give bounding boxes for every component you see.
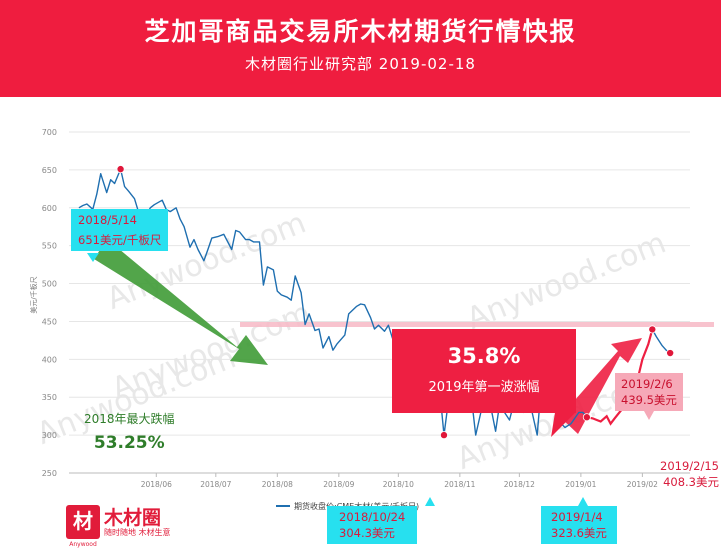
y-tick-label: 350 <box>42 393 57 402</box>
jan-value: 323.6美元 <box>551 526 607 540</box>
feb6-value: 439.5美元 <box>621 393 677 407</box>
jan-annotation: 2019/1/4 323.6美元 <box>541 506 617 544</box>
oct-value: 304.3美元 <box>339 526 395 540</box>
drop-label: 2018年最大跌幅 <box>84 412 175 426</box>
peak-value: 651美元/千板尺 <box>78 233 162 247</box>
x-tick-label: 2019/01 <box>565 480 596 489</box>
y-tick-label: 650 <box>42 166 57 175</box>
feb15-annotation: 2019/2/15 408.3美元 <box>657 458 719 490</box>
report-title: 芝加哥商品交易所木材期货行情快报 <box>144 17 577 46</box>
logo-name: 木材圈 <box>104 507 162 529</box>
jan-date: 2019/1/4 <box>551 510 603 524</box>
jan-pointer <box>578 497 588 506</box>
oct-pointer <box>425 497 435 506</box>
feb15-date: 2019/2/15 <box>660 459 719 473</box>
y-tick-label: 500 <box>42 280 57 289</box>
y-tick-label: 400 <box>42 355 57 364</box>
feb15-value: 408.3美元 <box>663 475 719 489</box>
drop-annotation: 2018年最大跌幅 53.25% <box>84 410 175 453</box>
report-header: 芝加哥商品交易所木材期货行情快报 木材圈行业研究部 2019-02-18 <box>0 0 721 97</box>
y-tick-label: 300 <box>42 431 57 440</box>
chart-area: Anywood.com Anywood.com Anywood.com Anywood… <box>0 97 721 548</box>
y-tick-label: 600 <box>42 204 57 213</box>
x-tick-label: 2018/08 <box>262 480 293 489</box>
x-tick-label: 2018/10 <box>383 480 414 489</box>
oct-annotation: 2018/10/24 304.3美元 <box>327 506 418 544</box>
y-tick-label: 250 <box>42 469 57 478</box>
x-tick-label: 2019/02 <box>627 480 658 489</box>
logo-slogan: 随时随地 木材生意 <box>104 528 171 537</box>
highlight-point <box>439 431 448 440</box>
feb6-date: 2019/2/6 <box>621 377 673 391</box>
feb6-annotation: 2019/2/6 439.5美元 <box>615 373 683 411</box>
highlight-point <box>648 325 657 334</box>
drop-pct: 53.25% <box>93 433 165 453</box>
rise-arrow <box>560 338 642 434</box>
watermark-text: Anywood.com <box>107 295 316 407</box>
reference-band <box>240 322 714 327</box>
rise-label: 2019年第一波涨幅 <box>428 380 540 395</box>
y-tick-label: 550 <box>42 242 57 251</box>
peak-date: 2018/5/14 <box>78 213 137 227</box>
oct-date: 2018/10/24 <box>339 510 406 524</box>
drop-arrow <box>94 239 268 365</box>
x-axis: 2018/06 2018/07 2018/08 2018/09 2018/10 2018/… <box>141 473 658 489</box>
peak-pointer <box>87 253 99 262</box>
series-layer <box>78 165 675 440</box>
y-tick-label: 700 <box>42 128 57 137</box>
highlight-point <box>666 349 675 358</box>
watermark-text: Anywood.com <box>462 225 671 337</box>
x-tick-label: 2018/12 <box>504 480 535 489</box>
highlight-point <box>116 165 125 174</box>
rise-annotation: 35.8% 2019年第一波涨幅 <box>392 329 576 413</box>
x-tick-label: 2018/11 <box>444 480 475 489</box>
x-tick-label: 2018/09 <box>323 480 354 489</box>
y-tick-label: 450 <box>42 317 57 326</box>
price-line <box>78 168 671 436</box>
peak-annotation: 2018/5/14 651美元/千板尺 <box>71 209 169 251</box>
x-tick-label: 2018/06 <box>141 480 172 489</box>
highlight-point <box>582 413 591 422</box>
feb6-pointer <box>644 411 654 420</box>
x-tick-label: 2018/07 <box>200 480 231 489</box>
y-axis: 250 300 350 400 450 500 550 600 650 700 <box>42 128 690 478</box>
rally-line <box>586 329 654 426</box>
logo-mini-text: Anywood <box>69 541 97 548</box>
logo-icon: 材 <box>66 505 100 539</box>
y-axis-label: 美元/千板尺 <box>29 276 38 313</box>
rise-pct: 35.8% <box>447 344 521 368</box>
report-subtitle: 木材圈行业研究部 2019-02-18 <box>245 55 476 73</box>
price-chart: Anywood.com Anywood.comAnywood.comAnywood… <box>29 128 714 511</box>
gridlines <box>69 131 690 474</box>
